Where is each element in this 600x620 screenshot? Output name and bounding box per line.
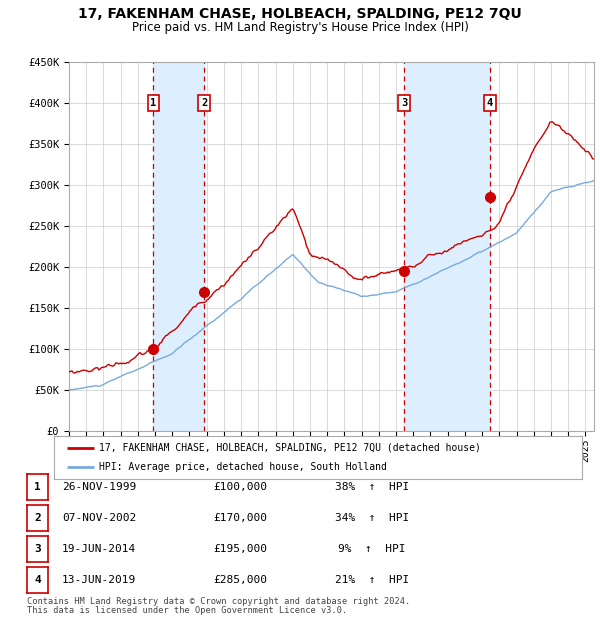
Text: £195,000: £195,000 [213,544,267,554]
Text: Price paid vs. HM Land Registry's House Price Index (HPI): Price paid vs. HM Land Registry's House … [131,21,469,34]
Text: £100,000: £100,000 [213,482,267,492]
Text: 4: 4 [34,575,41,585]
Text: 1: 1 [150,98,157,108]
Text: 4: 4 [487,98,493,108]
Text: 3: 3 [401,98,407,108]
Text: £170,000: £170,000 [213,513,267,523]
Text: Contains HM Land Registry data © Crown copyright and database right 2024.: Contains HM Land Registry data © Crown c… [27,597,410,606]
Text: 34%  ↑  HPI: 34% ↑ HPI [335,513,409,523]
Text: 13-JUN-2019: 13-JUN-2019 [62,575,136,585]
Bar [154,62,204,431]
Text: HPI: Average price, detached house, South Holland: HPI: Average price, detached house, Sout… [99,463,387,472]
Bar [404,62,490,431]
Text: 19-JUN-2014: 19-JUN-2014 [62,544,136,554]
Text: 17, FAKENHAM CHASE, HOLBEACH, SPALDING, PE12 7QU: 17, FAKENHAM CHASE, HOLBEACH, SPALDING, … [78,7,522,22]
Text: 07-NOV-2002: 07-NOV-2002 [62,513,136,523]
Text: 9%  ↑  HPI: 9% ↑ HPI [338,544,406,554]
Text: 2: 2 [34,513,41,523]
Text: This data is licensed under the Open Government Licence v3.0.: This data is licensed under the Open Gov… [27,606,347,615]
Text: £285,000: £285,000 [213,575,267,585]
Text: 26-NOV-1999: 26-NOV-1999 [62,482,136,492]
Text: 21%  ↑  HPI: 21% ↑ HPI [335,575,409,585]
Text: 2: 2 [201,98,207,108]
Text: 17, FAKENHAM CHASE, HOLBEACH, SPALDING, PE12 7QU (detached house): 17, FAKENHAM CHASE, HOLBEACH, SPALDING, … [99,443,481,453]
Text: 3: 3 [34,544,41,554]
Text: 38%  ↑  HPI: 38% ↑ HPI [335,482,409,492]
Text: 1: 1 [34,482,41,492]
